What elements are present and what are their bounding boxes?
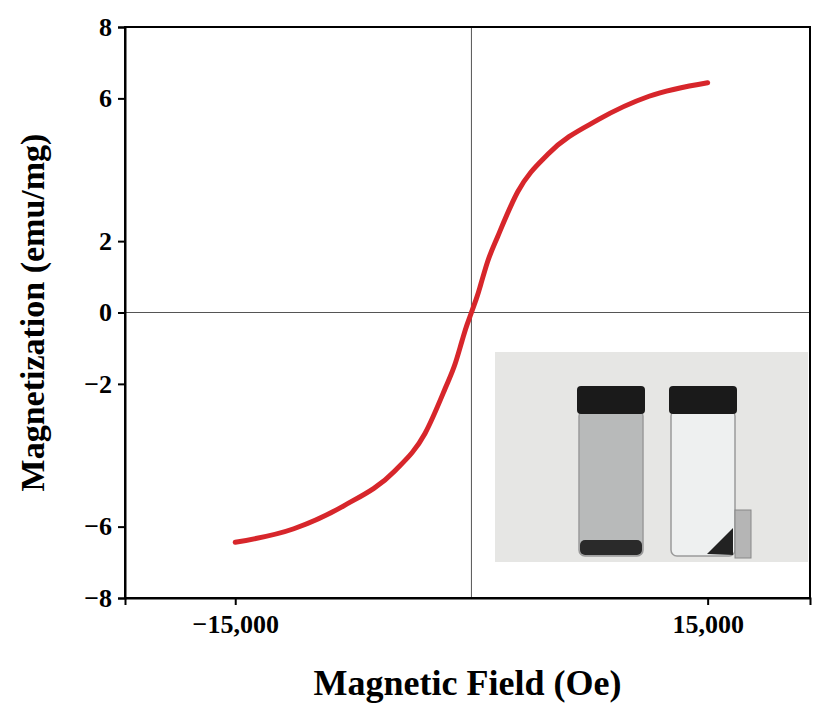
vial-glass bbox=[579, 410, 643, 556]
tick-label: −8 bbox=[84, 584, 112, 613]
tick-label: 6 bbox=[99, 84, 112, 113]
axis-line bbox=[126, 599, 811, 606]
inset-background bbox=[495, 352, 808, 562]
tick: −8 bbox=[84, 584, 125, 613]
tick: −6 bbox=[84, 512, 125, 541]
tick-label: 8 bbox=[99, 13, 112, 42]
zero-line bbox=[125, 312, 810, 313]
vial-cap bbox=[577, 386, 645, 414]
vial bbox=[577, 386, 645, 556]
y-axis: −8 −6 −2 0 2 6 8 bbox=[84, 13, 125, 613]
x-axis-title: Magnetic Field (Oe) bbox=[314, 663, 622, 703]
tick: 8 bbox=[99, 13, 125, 42]
tick-mark bbox=[707, 598, 709, 605]
attracted-particles bbox=[707, 528, 733, 555]
tick: 6 bbox=[99, 84, 125, 113]
tick-mark bbox=[118, 383, 125, 385]
tick-mark bbox=[118, 598, 125, 600]
tick-label: 15,000 bbox=[672, 610, 744, 639]
magnet bbox=[735, 510, 751, 558]
tick-label: −6 bbox=[84, 512, 112, 541]
tick: 15,000 bbox=[672, 598, 744, 639]
plot-frame bbox=[125, 27, 810, 598]
tick-label: 2 bbox=[99, 227, 112, 256]
tick-label: −2 bbox=[84, 370, 112, 399]
vial bbox=[669, 386, 751, 558]
chart: −15,000 15,000 −8 −6 −2 0 2 6 8 Magnetic Field (O… bbox=[0, 0, 815, 709]
vial-cap bbox=[669, 386, 737, 414]
tick: −15,000 bbox=[193, 598, 279, 639]
tick-mark bbox=[118, 241, 125, 243]
tick-label: 0 bbox=[99, 298, 112, 327]
tick: 0 bbox=[99, 298, 125, 327]
sediment bbox=[580, 540, 642, 555]
vial-glass bbox=[671, 410, 735, 556]
tick-mark bbox=[118, 27, 125, 29]
tick: 2 bbox=[99, 227, 125, 256]
tick-label: −15,000 bbox=[193, 610, 279, 639]
y-axis-title: Magnetization (emu/mg) bbox=[14, 134, 52, 492]
tick-mark bbox=[118, 526, 125, 528]
tick: −2 bbox=[84, 370, 125, 399]
inset-photo bbox=[495, 352, 808, 562]
x-axis: −15,000 15,000 bbox=[126, 598, 811, 639]
tick-mark bbox=[235, 598, 237, 605]
tick-mark bbox=[118, 98, 125, 100]
plot-area: −15,000 15,000 −8 −6 −2 0 2 6 8 bbox=[84, 13, 810, 640]
tick-mark bbox=[118, 312, 125, 314]
axis-line bbox=[118, 28, 126, 599]
